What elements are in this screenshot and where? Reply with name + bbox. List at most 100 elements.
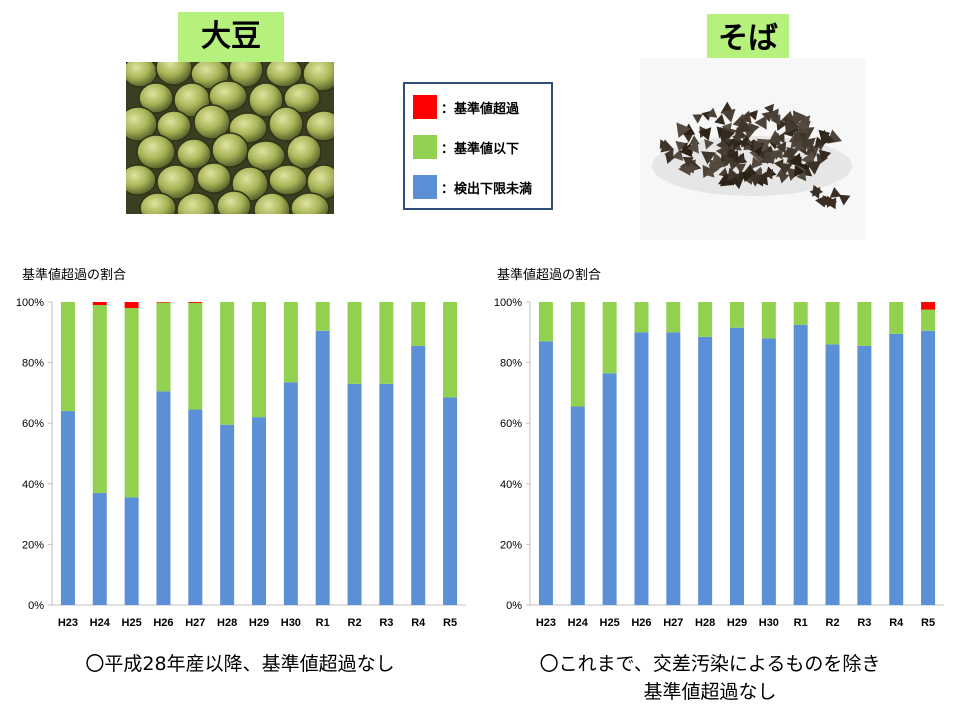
bar-segment [889, 333, 904, 605]
bar-segment [315, 330, 330, 605]
bar-segment [857, 345, 872, 605]
buckwheat-seed [767, 132, 781, 147]
buckwheat-seed [719, 173, 735, 187]
buckwheat-title: そば [707, 14, 789, 64]
x-tick-label: H25 [600, 617, 620, 629]
bar-segment [538, 302, 553, 342]
x-tick-label: H24 [90, 617, 111, 629]
y-tick-label: 20% [500, 539, 522, 551]
soy-note: 〇平成28年産以降、基準値超過なし [85, 653, 395, 675]
bar-segment [92, 302, 107, 306]
legend-item-undetected: ：検出下限未満 [413, 175, 532, 199]
bar-segment [730, 302, 744, 328]
buckwheat-seed [785, 119, 799, 134]
x-tick-label: H23 [536, 617, 556, 629]
x-tick-label: H29 [249, 617, 269, 629]
bar-segment [921, 302, 936, 310]
buckwheat-seed [736, 153, 748, 164]
bar-segment [283, 382, 298, 605]
bar-segment [347, 383, 362, 605]
bar-segment [156, 302, 171, 392]
buckwheat-seed [692, 114, 703, 124]
x-tick-label: H29 [727, 617, 747, 629]
y-tick-label: 0% [28, 600, 44, 612]
legend-item-exceeded: ：基準値超過 [413, 95, 519, 119]
bar-segment [379, 383, 394, 605]
buckwheat-seed [704, 139, 714, 150]
x-tick-label: H23 [58, 617, 78, 629]
soybean [253, 192, 291, 214]
buckwheat-seed [688, 162, 699, 174]
y-tick-label: 100% [16, 297, 44, 309]
bar-segment [220, 302, 235, 425]
soybean [176, 138, 212, 170]
bar-segment [188, 409, 203, 605]
buckwheat-seed [764, 103, 774, 115]
buckwheat-seed [778, 162, 793, 176]
buckwheat-seed [806, 160, 822, 175]
x-tick-label: R4 [889, 617, 904, 629]
buckwheat-seed [740, 137, 751, 148]
buckwheat-seed [790, 138, 801, 149]
legend-item-below: ：基準値以下 [413, 135, 519, 159]
bar-segment [124, 497, 139, 605]
bar-segment [921, 309, 936, 331]
buckwheat-seed [679, 143, 693, 158]
bar-segment [921, 330, 936, 605]
soybean [216, 190, 252, 214]
buckwheat-seed [704, 167, 715, 178]
buckwheat-seed [756, 138, 772, 153]
bar-segment [793, 324, 808, 605]
soybean [302, 62, 334, 92]
buckwheat-seed [698, 127, 712, 141]
bar-segment [666, 332, 681, 605]
soybean-photo [126, 62, 334, 214]
soybean [286, 134, 322, 170]
x-tick-label: R4 [411, 617, 426, 629]
bar-segment [124, 302, 139, 309]
bar-segment [220, 424, 235, 605]
bar-segment [538, 341, 553, 605]
soybean [156, 164, 196, 200]
bar-segment [761, 302, 776, 339]
x-tick-label: R2 [348, 617, 362, 629]
bar-segment [825, 302, 840, 345]
bar-segment [188, 302, 203, 303]
bar-segment [634, 302, 649, 333]
bar-segment [698, 336, 713, 605]
buckwheat-seed [726, 149, 740, 164]
bar-segment [252, 302, 266, 418]
soybean [283, 82, 321, 114]
bar-segment [443, 397, 458, 605]
x-tick-label: R5 [921, 617, 935, 629]
x-tick-label: R1 [794, 617, 808, 629]
bar-segment [602, 302, 617, 374]
buckwheat-ratio-chart: 0% 20% 40% 60% 80% 100% H23 H24 H25 H26 H27 H28 H29 H… [494, 297, 944, 629]
x-tick-label: H24 [568, 617, 589, 629]
x-tick-label: H27 [185, 617, 205, 629]
x-tick-label: H30 [759, 617, 779, 629]
soybean [246, 140, 286, 172]
soy-ratio-chart: 0% 20% 40% 60% 80% 100% H23 H24 H25 H26 H27 H28 H29 H… [16, 297, 466, 629]
buckwheat-seed [825, 197, 837, 210]
bar-segment [188, 302, 203, 410]
bar-segment [252, 417, 266, 605]
buckwheat-seed [715, 145, 728, 159]
buckwheat-seed [664, 148, 674, 160]
soybean [138, 82, 174, 114]
buckwheat-seed [815, 195, 827, 208]
soybean [265, 62, 303, 88]
buckwheat-seed [796, 170, 807, 182]
bar-segment [92, 492, 107, 605]
soybean [228, 62, 264, 88]
buckwheat-seed [774, 132, 785, 144]
bar-segment [411, 302, 426, 346]
buckwheat-seed [737, 170, 748, 180]
buckwheat-seed [759, 150, 775, 164]
bar-segment [156, 391, 171, 605]
bar-segment [379, 302, 394, 384]
buckwheat-seed [676, 122, 691, 139]
buckwheat-seed [781, 148, 793, 158]
buckwheat-seed [732, 132, 742, 143]
bar-segment [698, 302, 713, 337]
